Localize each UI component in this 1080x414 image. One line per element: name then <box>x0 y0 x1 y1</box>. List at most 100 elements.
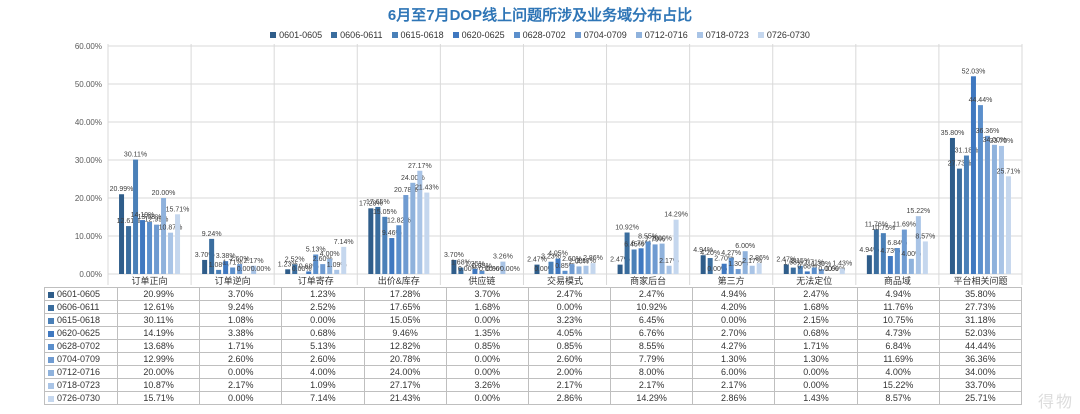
legend-swatch <box>696 32 703 38</box>
bar-data-label: 8.00% <box>652 236 672 243</box>
bar-data-label: 4.94% <box>859 247 879 254</box>
table-cell: 6.76% <box>610 326 694 340</box>
bar <box>126 226 132 274</box>
bar-data-label: 4.20% <box>700 250 720 257</box>
table-cell: 2.17% <box>610 378 694 392</box>
bar-data-label: 12.82% <box>387 217 411 224</box>
table-cell: 15.22% <box>856 378 940 392</box>
bar-data-label: 1.09% <box>327 262 347 269</box>
table-cell: 1.71% <box>199 339 283 353</box>
bar-data-label: 2.47% <box>776 257 796 264</box>
bar-data-label: 2.60% <box>230 256 250 263</box>
bar-data-label: 21.43% <box>415 185 439 192</box>
table-cell: 17.65% <box>363 300 447 314</box>
table-cell: 4.00% <box>856 365 940 379</box>
table-cell: 2.70% <box>692 326 776 340</box>
bar-data-label: 1.68% <box>783 260 803 267</box>
bar-data-label: 3.70% <box>195 252 215 259</box>
bar-data-label: 33.70% <box>990 138 1014 145</box>
table-cell: 3.38% <box>199 326 283 340</box>
table-cell: 0.68% <box>774 326 858 340</box>
category-label: 订单正向 <box>132 275 168 285</box>
table-legend-key <box>48 382 54 389</box>
table-cell: 4.00% <box>281 365 365 379</box>
table-cell: 17.28% <box>363 287 447 301</box>
bar-data-label: 1.35% <box>465 261 485 268</box>
bar <box>327 258 333 274</box>
legend-item: 0628-0702 <box>513 30 566 40</box>
bar <box>576 266 582 274</box>
table-legend-key <box>48 356 54 363</box>
legend-label: 0712-0716 <box>644 30 688 40</box>
table-cell: 1.68% <box>774 300 858 314</box>
bar-data-label: 6.84% <box>887 240 907 247</box>
bar-data-label: 4.73% <box>880 248 900 255</box>
legend-label: 0704-0709 <box>583 30 627 40</box>
bar <box>735 269 741 274</box>
table-cell: 3.26% <box>445 378 529 392</box>
table-cell: 11.76% <box>856 300 940 314</box>
bar <box>749 265 755 274</box>
bar-data-label: 0.00% <box>707 266 727 273</box>
bar <box>119 194 125 274</box>
bar <box>389 238 395 274</box>
table-row: 0712-0716 20.00% 0.00% 4.00% 24.00% 0.00% 2.00… <box>44 365 1023 379</box>
table-series-label: 0620-0625 <box>44 326 118 340</box>
bar-data-label: 10.87% <box>159 225 183 232</box>
bar-data-label: 11.69% <box>893 222 916 229</box>
bar-data-label: 10.92% <box>615 225 639 232</box>
table-legend-key <box>48 304 54 311</box>
bar <box>458 267 464 274</box>
table-cell: 6.84% <box>856 339 940 353</box>
table-cell: 15.71% <box>116 391 201 405</box>
y-tick-label: 60.00% <box>75 42 102 51</box>
bar-data-label: 6.00% <box>735 243 755 250</box>
category-label: 商家后台 <box>630 275 666 285</box>
bar-data-label: 0.85% <box>472 263 492 270</box>
bar-data-label: 1.68% <box>451 260 471 267</box>
bar-data-label: 0.00% <box>825 266 845 273</box>
table-cell: 44.44% <box>938 339 1023 353</box>
bar <box>721 263 727 274</box>
bar <box>479 270 485 274</box>
bar <box>396 225 402 274</box>
bar <box>223 261 229 274</box>
bar-data-label: 35.80% <box>941 130 965 137</box>
legend-item: 0704-0709 <box>574 30 627 40</box>
legend-swatch <box>757 32 764 38</box>
bar <box>624 232 630 274</box>
table-cell: 1.30% <box>692 352 776 366</box>
table-cell: 4.20% <box>692 300 776 314</box>
bar-data-label: 1.30% <box>728 261 748 268</box>
table-cell: 0.00% <box>281 313 365 327</box>
bar <box>666 265 672 274</box>
table-cell: 11.69% <box>856 352 940 366</box>
table-row: 0615-0618 30.11% 1.08% 0.00% 15.05% 0.00% 3.23… <box>44 313 1023 327</box>
bar-data-label: 36.36% <box>976 128 1000 135</box>
bar-data-label: 0.00% <box>458 266 478 273</box>
table-series-label: 0606-0611 <box>44 300 118 314</box>
bar-data-label: 0.00% <box>251 266 271 273</box>
bar <box>790 267 796 274</box>
table-cell: 4.73% <box>856 326 940 340</box>
table-cell: 2.86% <box>527 391 612 405</box>
bar-data-label: 12.61% <box>117 218 141 225</box>
bar <box>728 257 734 274</box>
bar <box>382 216 388 274</box>
bar <box>984 135 990 274</box>
bar <box>956 168 962 274</box>
table-cell: 14.19% <box>116 326 201 340</box>
table-cell: 3.70% <box>199 287 283 301</box>
table-cell: 6.45% <box>610 313 694 327</box>
bar-data-label: 2.86% <box>749 255 769 262</box>
legend-swatch <box>391 32 398 38</box>
table-cell: 12.99% <box>116 352 201 366</box>
table-cell: 0.00% <box>692 313 776 327</box>
table-cell: 8.55% <box>610 339 694 353</box>
table-row: 0726-0730 15.71% 0.00% 7.14% 21.43% 0.00% 2.86… <box>44 391 1023 405</box>
bar-data-label: 7.79% <box>645 236 665 243</box>
category-label: 第三方 <box>718 275 745 285</box>
y-tick-label: 30.00% <box>75 156 102 165</box>
table-cell: 52.03% <box>938 326 1023 340</box>
bar <box>306 271 312 274</box>
